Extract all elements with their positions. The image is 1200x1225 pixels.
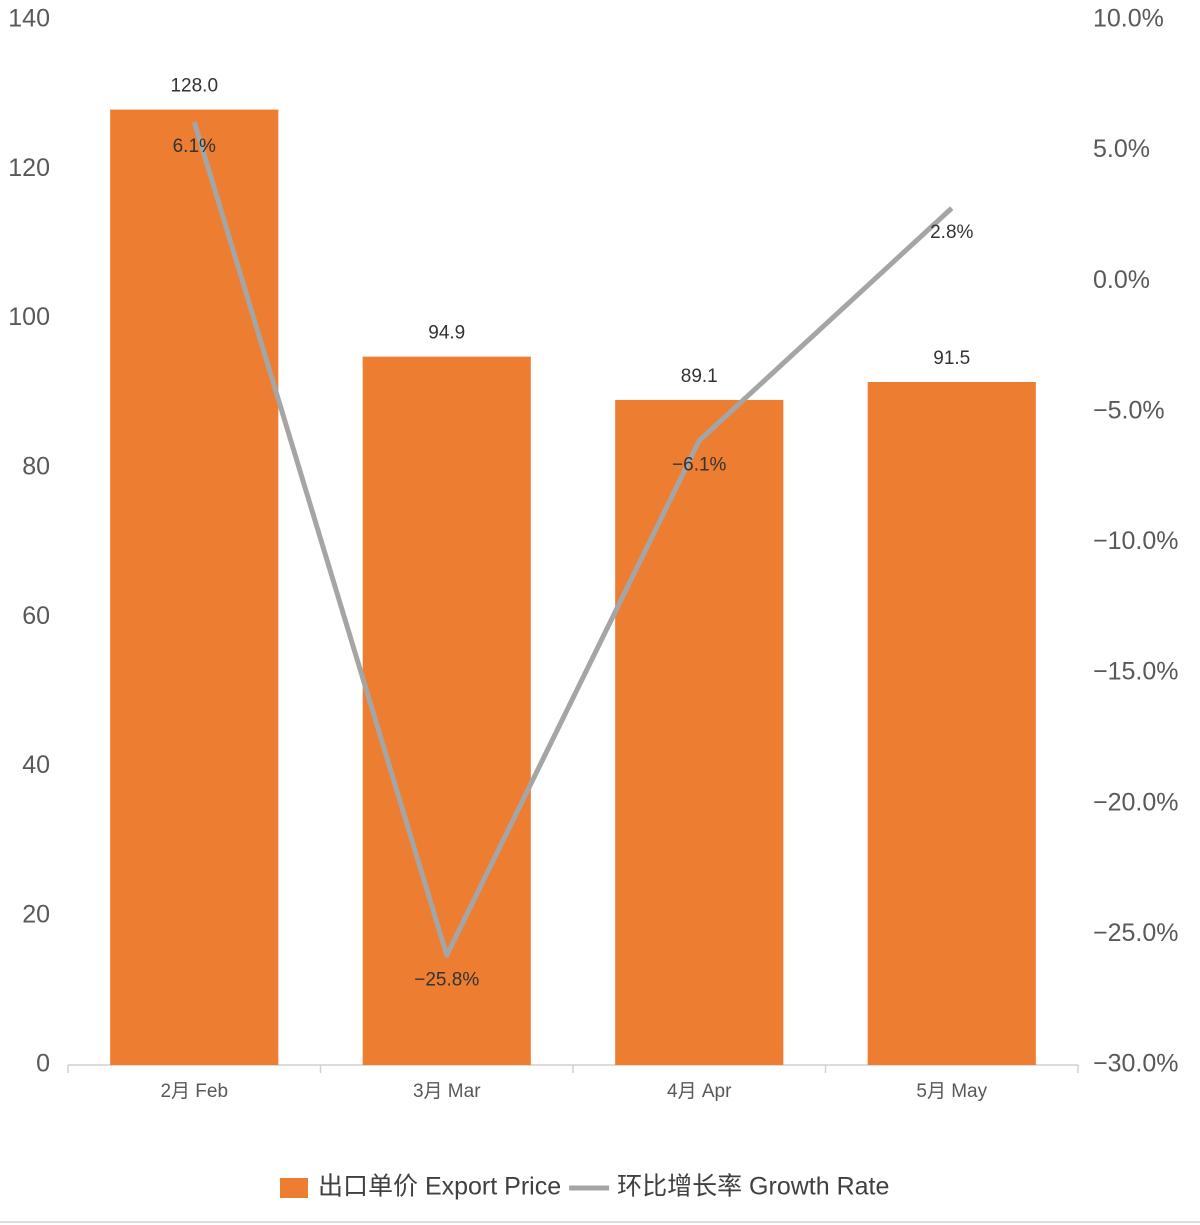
y2-tick-label: −25.0% (1093, 919, 1179, 947)
legend-label: 环比增长率 Growth Rate (617, 1173, 889, 1201)
y2-tick-label: −10.0% (1093, 527, 1179, 555)
bar-value-label: 94.9 (428, 323, 465, 344)
y2-tick-label: −20.0% (1093, 788, 1179, 816)
y-tick-label: 80 (22, 452, 50, 480)
y-tick-label: 60 (22, 602, 50, 630)
y-tick-label: 140 (8, 5, 50, 33)
y-tick-label: 100 (8, 303, 50, 331)
bar (362, 356, 531, 1065)
y-tick-label: 0 (36, 1050, 50, 1078)
y2-tick-label: 10.0% (1093, 5, 1164, 33)
line (191, 121, 954, 958)
legend-swatch (280, 1178, 308, 1198)
y-tick-label: 120 (8, 154, 50, 182)
y-tick-label: 40 (22, 751, 50, 779)
y2-tick-label: −5.0% (1093, 396, 1165, 424)
x-tick-label: 3月 Mar (413, 1081, 481, 1102)
y2-tick-label: 0.0% (1093, 266, 1150, 294)
bar (615, 399, 784, 1065)
y-tick-label: 20 (22, 900, 50, 928)
x-tick-label: 5月 May (916, 1081, 987, 1102)
legend-label: 出口单价 Export Price (318, 1173, 561, 1201)
y2-tick-label: −15.0% (1093, 658, 1179, 686)
x-tick-label: 4月 Apr (667, 1081, 732, 1102)
line-value-label: −6.1% (672, 455, 727, 476)
bar-value-label: 89.1 (681, 366, 718, 387)
y2-tick-label: 5.0% (1093, 135, 1150, 163)
bar (867, 382, 1036, 1066)
bar-value-label: 128.0 (170, 76, 218, 97)
bar-value-label: 91.5 (933, 348, 970, 369)
x-tick-label: 2月 Feb (160, 1081, 228, 1102)
line-value-label: 6.1% (173, 136, 216, 157)
line-value-label: −25.8% (414, 969, 479, 990)
bar (110, 109, 279, 1066)
line-value-label: 2.8% (930, 222, 973, 243)
y2-tick-label: −30.0% (1093, 1050, 1179, 1078)
